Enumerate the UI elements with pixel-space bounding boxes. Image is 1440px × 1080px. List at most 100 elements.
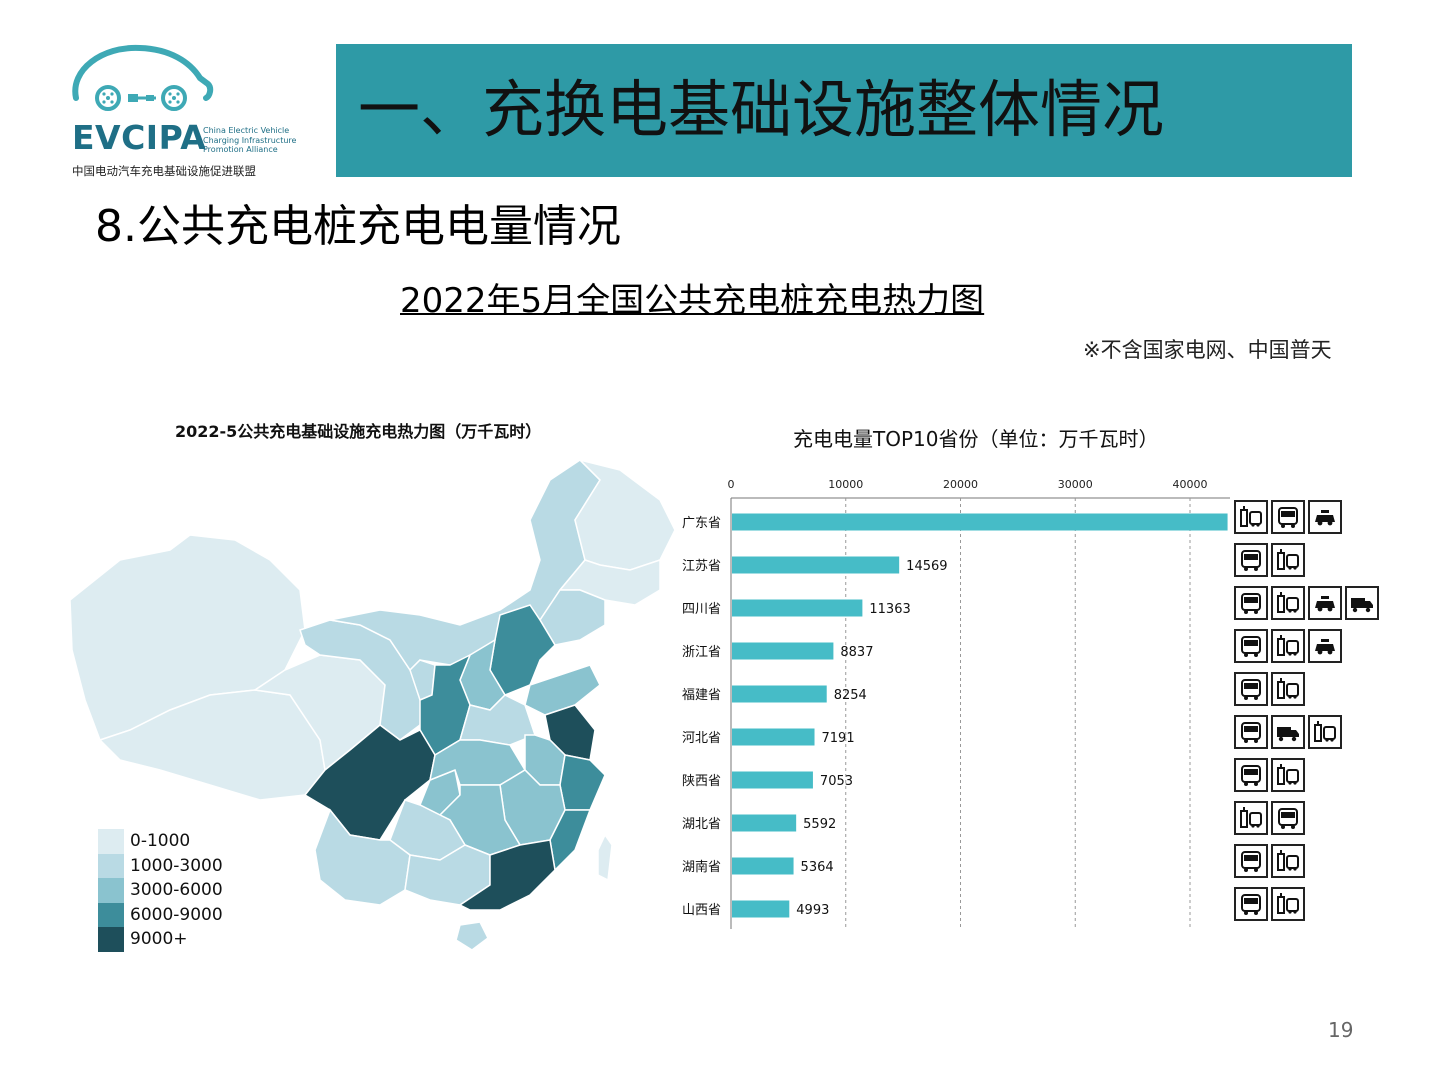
truck-icon <box>1271 715 1305 749</box>
legend-item: 9000+ <box>98 927 223 952</box>
title-banner: 一、充换电基础设施整体情况 <box>336 44 1352 177</box>
charger-icon <box>1271 672 1305 706</box>
taxi-icon <box>1308 629 1342 663</box>
x-tick-label: 40000 <box>1173 478 1208 491</box>
category-label: 湖南省 <box>682 859 721 875</box>
icon-row <box>1234 629 1342 663</box>
section-title: 8.公共充电桩充电电量情况 <box>95 201 621 252</box>
value-label: 5592 <box>803 817 836 832</box>
x-tick-label: 20000 <box>943 478 978 491</box>
bar <box>732 814 797 832</box>
map-title: 2022-5公共充电基础设施充电热力图（万千瓦时） <box>175 422 542 441</box>
map-region-guangdong <box>458 839 556 911</box>
icon-row <box>1234 844 1305 878</box>
bar <box>732 728 815 746</box>
map-region-shandong <box>524 664 601 716</box>
value-label: 11363 <box>869 602 910 617</box>
legend-swatch <box>98 902 124 927</box>
value-label: 5364 <box>801 860 834 875</box>
legend-swatch <box>98 878 124 903</box>
x-tick-label: 10000 <box>828 478 863 491</box>
charger-icon <box>1308 715 1342 749</box>
bar <box>732 642 834 660</box>
bar <box>732 857 794 875</box>
logo-sub-line: Promotion Alliance <box>203 145 278 154</box>
logo-wordmark: EVCIPA <box>72 118 207 157</box>
legend-item: 3000-6000 <box>98 878 223 903</box>
charger-icon <box>1271 629 1305 663</box>
legend-label: 0-1000 <box>130 831 191 852</box>
bus-icon <box>1234 887 1268 921</box>
legend-item: 1000-3000 <box>98 853 223 878</box>
value-label: 4993 <box>796 903 829 918</box>
value-label: 8837 <box>840 645 873 660</box>
banner-title: 一、充换电基础设施整体情况 <box>358 73 1165 146</box>
logo-subtitle-cn: 中国电动汽车充电基础设施促进联盟 <box>72 164 256 178</box>
legend-swatch <box>98 853 124 878</box>
logo-subtitle-en: China Electric Vehicle Charging Infrastr… <box>203 126 296 155</box>
logo-sub-line: Charging Infrastructure <box>203 135 297 145</box>
legend-label: 3000-6000 <box>130 880 223 901</box>
bus-icon <box>1271 500 1305 534</box>
icon-row <box>1234 758 1305 792</box>
value-label: 8254 <box>834 688 867 703</box>
bar <box>732 900 790 918</box>
bus-icon <box>1271 801 1305 835</box>
bus-icon <box>1234 629 1268 663</box>
icon-row <box>1234 586 1379 620</box>
category-label: 江苏省 <box>682 558 721 574</box>
category-label: 福建省 <box>682 688 721 703</box>
legend-item: 6000-9000 <box>98 902 223 927</box>
icon-row <box>1234 672 1305 706</box>
charger-icon <box>1234 801 1268 835</box>
icon-row <box>1234 715 1342 749</box>
category-label: 河北省 <box>682 731 721 746</box>
bar <box>732 556 900 574</box>
charger-icon <box>1271 586 1305 620</box>
china-heat-map <box>69 458 676 951</box>
bar <box>732 771 813 789</box>
bar <box>732 513 1228 531</box>
truck-icon <box>1345 586 1379 620</box>
value-label: 14569 <box>906 559 947 574</box>
bus-icon <box>1234 672 1268 706</box>
legend-swatch <box>98 927 124 952</box>
category-label: 广东省 <box>682 516 721 531</box>
main-title: 2022年5月全国公共充电桩充电热力图 <box>400 281 985 321</box>
legend-label: 9000+ <box>130 929 188 950</box>
category-label: 四川省 <box>682 602 721 617</box>
note-text: ※不含国家电网、中国普天 <box>1083 338 1332 362</box>
charger-icon <box>1271 844 1305 878</box>
map-region-taiwan <box>597 833 613 882</box>
charger-icon <box>1271 758 1305 792</box>
taxi-icon <box>1308 586 1342 620</box>
page-number: 19 <box>1328 1018 1354 1042</box>
map-region-hainan <box>455 921 489 951</box>
charger-icon <box>1271 543 1305 577</box>
bus-icon <box>1234 586 1268 620</box>
legend-label: 6000-9000 <box>130 904 223 925</box>
map-region-zhejiang <box>559 754 606 811</box>
evcipa-logo: EVCIPA China Electric Vehicle Charging I… <box>62 40 312 185</box>
x-tick-label: 30000 <box>1058 478 1093 491</box>
taxi-icon <box>1308 500 1342 534</box>
logo-sub-line: China Electric Vehicle <box>203 126 290 135</box>
value-label: 7053 <box>820 774 853 789</box>
category-label: 湖北省 <box>682 817 721 832</box>
legend-swatch <box>98 829 124 854</box>
icon-row <box>1234 500 1342 534</box>
category-label: 浙江省 <box>682 645 721 660</box>
charger-icon <box>1271 887 1305 921</box>
legend-label: 1000-3000 <box>130 855 223 876</box>
icon-row <box>1234 801 1305 835</box>
bus-icon <box>1234 543 1268 577</box>
chart-title: 充电电量TOP10省份（单位：万千瓦时） <box>793 427 1159 451</box>
top10-bar-chart: 010000200003000040000广东省43187江苏省14569四川省… <box>682 478 1230 929</box>
bus-icon <box>1234 758 1268 792</box>
bus-icon <box>1234 844 1268 878</box>
category-label: 陕西省 <box>682 774 721 789</box>
bar <box>732 599 863 617</box>
car-plug-logo-icon <box>72 44 214 111</box>
bar <box>732 685 827 703</box>
value-label: 7191 <box>822 731 855 746</box>
